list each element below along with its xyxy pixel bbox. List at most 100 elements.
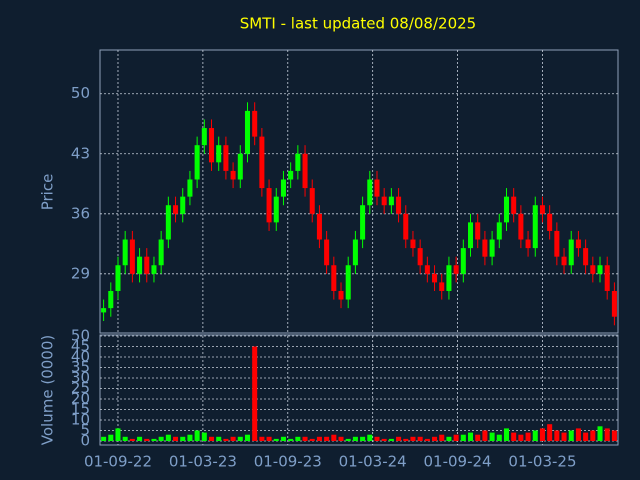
volume-bar (367, 434, 373, 441)
candle-body (446, 265, 452, 291)
y-tick-label: 29 (71, 264, 90, 282)
volume-bar (194, 430, 200, 441)
candle-body (352, 239, 358, 266)
candle-body (208, 128, 215, 163)
volume-bar (547, 424, 553, 441)
candle-body (568, 239, 574, 266)
candle-body (367, 179, 373, 206)
volume-bar (388, 438, 394, 441)
candle-body (302, 153, 308, 189)
x-tick-label: 01-09-23 (254, 453, 322, 471)
volume-bar (525, 432, 531, 441)
y-tick-label: 50 (71, 327, 90, 345)
y-tick-label: 36 (71, 204, 90, 222)
candle-body (532, 205, 538, 249)
volume-bar (244, 434, 251, 441)
volume-bar (381, 438, 387, 441)
candle-body (511, 196, 517, 214)
volume-bar (467, 432, 474, 441)
candle-body (604, 265, 610, 291)
candle-body (611, 290, 617, 317)
candle-body (158, 239, 164, 266)
candle-body (381, 196, 387, 206)
y-tick-label: 43 (71, 144, 90, 162)
x-tick-label: 01-03-24 (339, 453, 407, 471)
candle-body (122, 239, 128, 266)
volume-bar (259, 436, 265, 441)
x-tick-label: 01-03-23 (169, 453, 237, 471)
candle-body (187, 179, 193, 197)
candle-body (575, 239, 581, 249)
volume-bar (568, 430, 574, 441)
candle-body (453, 265, 459, 274)
price-panel (99, 49, 619, 334)
candle-body (151, 265, 157, 274)
candle-body (259, 136, 265, 189)
volume-panel (99, 334, 619, 446)
candle-body (496, 222, 502, 240)
candle-body (180, 196, 186, 214)
volume-bar (331, 434, 337, 441)
candle-body (503, 196, 510, 223)
candle-body (244, 110, 251, 154)
x-tick-label: 01-03-25 (508, 453, 576, 471)
volume-bar (432, 436, 438, 441)
volume-bar (288, 438, 294, 441)
candle-body (137, 256, 143, 274)
candle-body (403, 213, 409, 240)
candle-body (396, 196, 402, 214)
volume-bar (396, 436, 402, 441)
volume-bar (475, 434, 481, 441)
volume-bar (532, 430, 538, 441)
volume-bar (187, 434, 193, 441)
candle-body (201, 128, 207, 146)
volume-bar (122, 436, 128, 441)
y-axis-label: Price (39, 174, 57, 211)
y-tick-label: 20 (71, 390, 90, 408)
candle-body (216, 145, 222, 163)
volume-bar (173, 436, 179, 441)
candle-body (539, 205, 545, 214)
volume-bar (158, 436, 164, 441)
volume-bar (129, 438, 135, 441)
volume-bar (266, 436, 272, 441)
volume-bar (137, 436, 143, 441)
volume-bar (324, 436, 330, 441)
x-tick-label: 01-09-22 (84, 453, 152, 471)
candle-body (194, 145, 200, 180)
y-tick-label: 50 (71, 84, 90, 102)
volume-bar (575, 428, 581, 441)
candle-body (108, 290, 114, 309)
candle-body (467, 222, 474, 249)
volume-bar (360, 436, 366, 441)
volume-bar (511, 432, 517, 441)
candle-body (583, 248, 589, 266)
candle-body (273, 196, 279, 223)
candle-body (388, 196, 394, 206)
y-tick-label: 10 (71, 411, 90, 429)
candle-body (309, 188, 315, 214)
volume-bar (482, 430, 488, 441)
candle-body (432, 273, 438, 283)
candle-body (547, 213, 553, 231)
volume-bar (453, 434, 459, 441)
volume-bar (208, 436, 215, 441)
volume-bar (604, 428, 610, 441)
volume-bar (554, 430, 560, 441)
candle-body (597, 265, 603, 274)
volume-bar (144, 438, 150, 441)
y-tick-label: 15 (71, 400, 90, 418)
candle-body (518, 213, 524, 240)
candle-body (223, 145, 229, 171)
volume-bar (460, 434, 466, 441)
candle-body (230, 170, 236, 180)
volume-bar (230, 436, 236, 441)
y-tick-label: 35 (71, 358, 90, 376)
candle-body (295, 153, 301, 171)
volume-bar (316, 436, 322, 441)
volume-bar (165, 434, 171, 441)
candle-body (101, 308, 107, 313)
volume-bar (201, 432, 207, 441)
volume-bar (237, 436, 243, 441)
